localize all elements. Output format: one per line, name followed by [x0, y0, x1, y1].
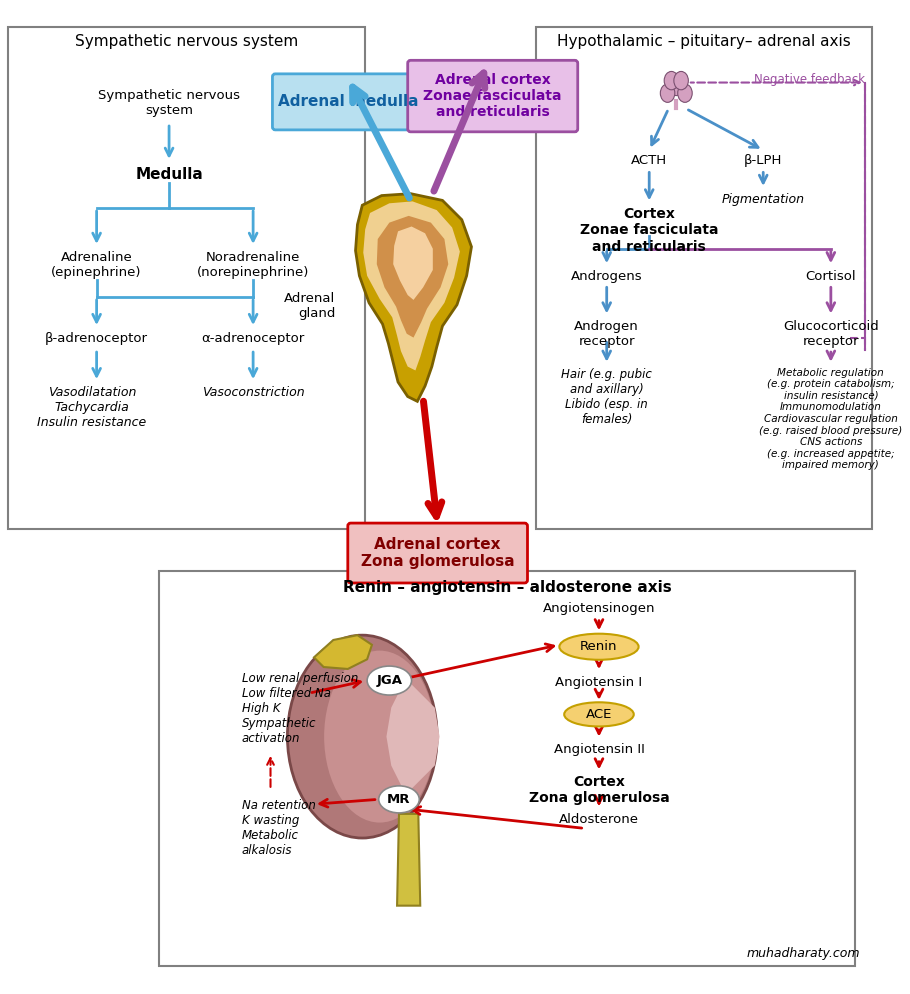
Text: Cortex
Zonae fasciculata
and reticularis: Cortex Zonae fasciculata and reticularis [580, 207, 719, 253]
Text: Pigmentation: Pigmentation [722, 193, 804, 206]
Ellipse shape [669, 78, 683, 95]
FancyBboxPatch shape [348, 523, 528, 583]
Text: ACE: ACE [586, 708, 612, 721]
Text: Hair (e.g. pubic
and axillary)
Libido (esp. in
females): Hair (e.g. pubic and axillary) Libido (e… [561, 368, 652, 425]
Text: Adrenal cortex
Zonae fasciculata
and reticularis: Adrenal cortex Zonae fasciculata and ret… [423, 73, 562, 119]
Text: muhadharaty.com: muhadharaty.com [746, 946, 860, 960]
Ellipse shape [564, 703, 633, 727]
Text: Hypothalamic – pituitary– adrenal axis: Hypothalamic – pituitary– adrenal axis [558, 34, 851, 50]
Text: Metabolic regulation
(e.g. protein catabolism;
insulin resistance)
Immunomodulat: Metabolic regulation (e.g. protein catab… [759, 368, 903, 470]
Ellipse shape [664, 72, 679, 89]
Text: Medulla: Medulla [136, 167, 203, 182]
Text: Adrenal medulla: Adrenal medulla [278, 94, 418, 109]
Ellipse shape [367, 666, 411, 695]
Text: Low renal perfusion
Low filtered Na
High K
Sympathetic
activation: Low renal perfusion Low filtered Na High… [241, 672, 358, 745]
Polygon shape [377, 216, 449, 338]
Text: β-adrenoceptor: β-adrenoceptor [46, 332, 148, 345]
Text: Cortex
Zona glomerulosa: Cortex Zona glomerulosa [529, 775, 670, 805]
Text: Vasodilatation
Tachycardia
Insulin resistance: Vasodilatation Tachycardia Insulin resis… [37, 386, 147, 428]
Text: Renin: Renin [581, 640, 618, 653]
FancyBboxPatch shape [536, 27, 873, 529]
Text: Adrenaline
(epinephrine): Adrenaline (epinephrine) [51, 250, 142, 278]
Polygon shape [356, 194, 471, 402]
Polygon shape [363, 202, 460, 371]
FancyBboxPatch shape [408, 61, 578, 132]
Text: ACTH: ACTH [632, 154, 667, 167]
Text: β-LPH: β-LPH [744, 154, 783, 167]
Polygon shape [393, 227, 433, 300]
Text: Androgen
receptor: Androgen receptor [574, 320, 639, 348]
Text: α-adrenoceptor: α-adrenoceptor [201, 332, 305, 345]
Text: Angiotensin I: Angiotensin I [555, 676, 642, 689]
Text: Glucocorticoid
receptor: Glucocorticoid receptor [783, 320, 879, 348]
Ellipse shape [288, 635, 437, 838]
FancyBboxPatch shape [7, 27, 365, 529]
Text: Renin – angiotensin – aldosterone axis: Renin – angiotensin – aldosterone axis [343, 580, 672, 595]
Ellipse shape [560, 634, 639, 660]
Text: Vasoconstriction: Vasoconstriction [202, 386, 305, 399]
FancyBboxPatch shape [159, 572, 855, 965]
Text: Cortisol: Cortisol [805, 270, 856, 283]
Text: Aldosterone: Aldosterone [559, 813, 639, 826]
Text: Androgens: Androgens [571, 270, 642, 283]
Text: Angiotensinogen: Angiotensinogen [542, 602, 655, 615]
Polygon shape [397, 814, 420, 906]
Polygon shape [387, 679, 440, 794]
Text: Adrenal
gland: Adrenal gland [284, 292, 335, 320]
Ellipse shape [661, 83, 675, 102]
Polygon shape [314, 635, 372, 669]
FancyBboxPatch shape [272, 74, 423, 130]
Ellipse shape [379, 786, 420, 813]
Text: Sympathetic nervous
system: Sympathetic nervous system [98, 89, 240, 117]
Text: Noradrenaline
(norepinephrine): Noradrenaline (norepinephrine) [197, 250, 309, 278]
Ellipse shape [673, 72, 688, 89]
Ellipse shape [324, 651, 435, 823]
Text: MR: MR [388, 793, 410, 806]
Text: Sympathetic nervous system: Sympathetic nervous system [75, 34, 298, 50]
Ellipse shape [678, 83, 693, 102]
Text: Adrenal cortex
Zona glomerulosa: Adrenal cortex Zona glomerulosa [361, 537, 514, 570]
Text: Negative feedback: Negative feedback [753, 73, 864, 85]
Text: JGA: JGA [377, 674, 402, 687]
Text: Angiotensin II: Angiotensin II [553, 744, 644, 756]
Text: Na retention
K wasting
Metabolic
alkalosis: Na retention K wasting Metabolic alkalos… [241, 799, 316, 858]
